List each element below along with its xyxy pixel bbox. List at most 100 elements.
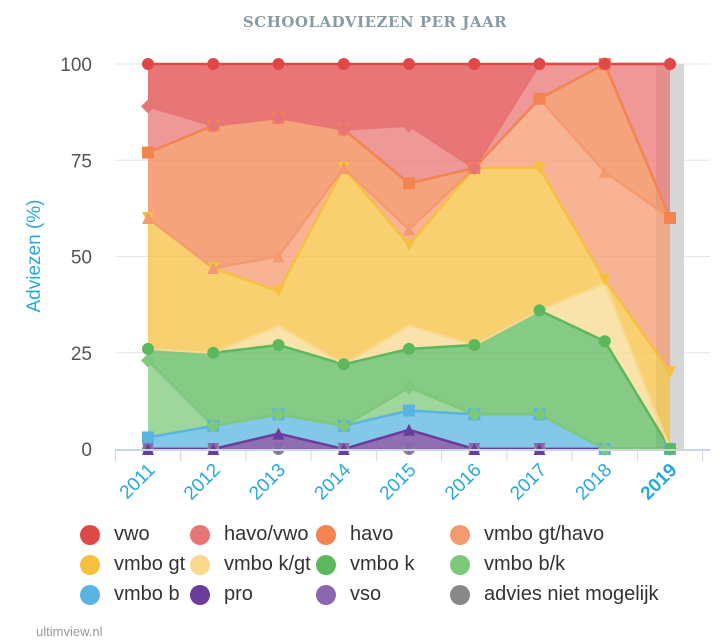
x-tick-label: 2015 xyxy=(376,460,421,505)
point-vmbo-b-k xyxy=(532,407,547,422)
point-vwo xyxy=(207,58,220,70)
legend-marker-icon xyxy=(316,554,336,575)
legend-label: vmbo gt/havo xyxy=(484,523,605,545)
point-vwo xyxy=(598,58,611,70)
legend-label: vmbo b xyxy=(114,583,180,605)
point-pro xyxy=(403,423,415,436)
point-vmbo-b-k xyxy=(271,407,286,422)
point-vwo xyxy=(664,58,676,70)
legend-label: vso xyxy=(350,583,382,605)
x-tick-label: 2017 xyxy=(506,460,551,505)
legend-label: havo/vwo xyxy=(224,523,309,545)
point-vmbo-gt xyxy=(272,285,285,298)
point-vwo xyxy=(272,58,285,70)
point-vmbo-k xyxy=(272,339,285,352)
point-vmbo-k xyxy=(207,346,220,359)
point-vmbo-b-k xyxy=(402,380,416,395)
point-vmbo-b-k xyxy=(336,418,351,433)
area-vmbo-gt xyxy=(148,167,670,449)
point-havo xyxy=(403,177,415,190)
legend-label: pro xyxy=(224,583,253,605)
legend-marker-icon xyxy=(190,554,210,575)
point-vmbo-b-k xyxy=(467,407,482,422)
point-vmbo-b xyxy=(403,404,415,417)
point-vmbo-gt xyxy=(403,238,415,251)
x-tick-label: 2018 xyxy=(572,460,617,505)
point-vmbo-gt-havo xyxy=(598,165,611,178)
point-vmbo-gt-havo xyxy=(207,262,220,275)
legend-item[interactable]: vmbo k/gt xyxy=(190,553,311,576)
point-vmbo-k xyxy=(403,342,415,355)
y-tick-label: 0 xyxy=(81,440,92,461)
legend-item[interactable]: vmbo b/k xyxy=(450,553,565,576)
point-vmbo-k xyxy=(142,342,154,355)
legend-label: advies niet mogelijk xyxy=(484,583,659,605)
credit-text: ultimview.nl xyxy=(36,624,103,639)
y-tick-label: 50 xyxy=(71,248,92,269)
point-vwo xyxy=(403,58,415,70)
legend-label: vmbo k/gt xyxy=(224,553,311,575)
legend-marker-icon xyxy=(450,554,470,575)
area-vwo xyxy=(148,64,670,168)
point-vmbo-b-k xyxy=(141,353,155,368)
point-havo xyxy=(142,146,154,159)
point-vmbo-b-k xyxy=(206,418,221,433)
line-vmbo-k-gt xyxy=(147,281,672,450)
point-vmbo-gt xyxy=(598,273,611,286)
legend-item[interactable]: havo xyxy=(316,523,393,546)
point-vmbo-b xyxy=(142,431,154,444)
point-vmbo-gt-havo xyxy=(142,212,154,224)
legend-item[interactable]: pro xyxy=(190,583,253,606)
legend-label: vmbo gt xyxy=(114,553,186,575)
point-havo xyxy=(664,212,676,224)
point-vwo xyxy=(337,58,350,70)
legend-item[interactable]: vmbo k xyxy=(316,553,414,576)
point-vwo xyxy=(142,58,154,70)
legend-marker-icon xyxy=(190,584,210,605)
y-axis-label: Adviezen (%) xyxy=(24,200,45,313)
point-pro xyxy=(272,427,285,440)
point-havo-vwo xyxy=(141,99,155,114)
point-vmbo-gt xyxy=(664,366,676,378)
area-havo-vwo xyxy=(148,64,670,218)
point-vwo xyxy=(468,58,481,70)
point-vmbo-gt-havo xyxy=(403,223,415,236)
legend-label: vwo xyxy=(114,523,150,545)
y-tick-label: 25 xyxy=(71,344,92,365)
legend-marker-icon xyxy=(316,524,336,545)
area-havo xyxy=(148,64,670,269)
x-tick-label: 2012 xyxy=(180,460,225,505)
legend-marker-icon xyxy=(450,524,470,545)
point-havo-vwo xyxy=(271,110,286,125)
point-vmbo-k xyxy=(337,358,350,371)
legend-item[interactable]: vmbo b xyxy=(80,583,180,606)
legend-item[interactable]: vmbo gt/havo xyxy=(450,523,604,546)
legend-item[interactable]: havo/vwo xyxy=(190,523,309,546)
legend-marker-icon xyxy=(450,584,470,605)
legend-label: vmbo b/k xyxy=(484,553,566,575)
point-vmbo-k xyxy=(598,335,611,348)
point-havo-vwo xyxy=(206,118,221,133)
legend-marker-icon xyxy=(316,584,336,605)
point-havo-vwo xyxy=(467,160,482,175)
point-havo-vwo xyxy=(336,122,351,137)
legend-marker-icon xyxy=(190,524,210,545)
x-tick-label: 2013 xyxy=(245,460,290,505)
x-tick-label: 2019 xyxy=(637,460,682,505)
point-vmbo-k xyxy=(468,339,481,352)
legend-item[interactable]: vso xyxy=(316,583,381,606)
legend-marker-icon xyxy=(80,524,100,545)
y-tick-label: 100 xyxy=(60,55,92,76)
point-havo xyxy=(533,92,546,105)
legend-item[interactable]: vwo xyxy=(80,523,150,546)
legend-item[interactable]: vmbo gt xyxy=(80,553,185,576)
legend-label: havo xyxy=(350,523,394,545)
legend-marker-icon xyxy=(80,584,100,605)
point-vmbo-gt-havo xyxy=(337,161,350,174)
legend-item[interactable]: advies niet mogelijk xyxy=(450,583,659,606)
point-havo-vwo xyxy=(402,118,416,133)
x-tick-label: 2011 xyxy=(116,460,160,504)
chart-title: SCHOOLADVIEZEN PER JAAR xyxy=(243,13,507,31)
point-vmbo-k xyxy=(533,304,546,317)
